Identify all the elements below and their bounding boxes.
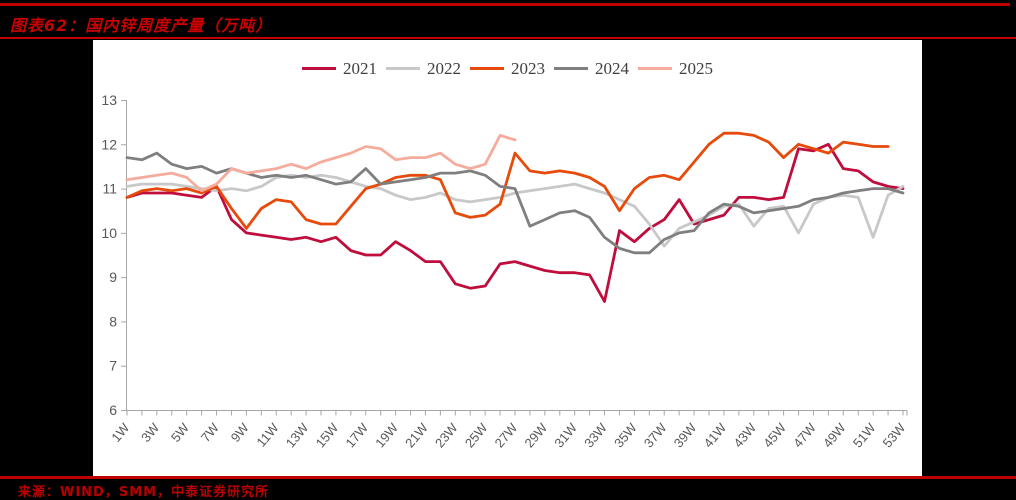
chart-page: 2021 2022 2023 2024 2025 <box>93 40 922 476</box>
legend-swatch-2024 <box>554 67 588 70</box>
title-underline-rule <box>0 37 1016 39</box>
legend-item-2021: 2021 <box>302 60 377 77</box>
legend-label-2024: 2024 <box>595 59 629 78</box>
legend-label-2025: 2025 <box>679 59 713 78</box>
source-text: 来源：WIND，SMM，中泰证券研究所 <box>18 485 270 500</box>
legend-swatch-2022 <box>386 67 420 70</box>
bottom-red-rule <box>0 476 1016 479</box>
figure-title-bar: 图表62：国内锌周度产量（万吨） <box>0 6 1016 37</box>
source-footer-bar: 来源：WIND，SMM，中泰证券研究所 <box>0 479 1016 500</box>
legend-label-2023: 2023 <box>511 59 545 78</box>
legend-item-2022: 2022 <box>386 60 461 77</box>
figure-title: 图表62：国内锌周度产量（万吨） <box>10 16 273 35</box>
chart-legend: 2021 2022 2023 2024 2025 <box>93 60 922 77</box>
legend-swatch-2023 <box>470 67 504 70</box>
legend-label-2022: 2022 <box>427 59 461 78</box>
top-red-rule <box>0 3 1010 6</box>
legend-item-2025: 2025 <box>638 60 713 77</box>
legend-item-2023: 2023 <box>470 60 545 77</box>
legend-swatch-2021 <box>302 67 336 70</box>
legend-item-2024: 2024 <box>554 60 629 77</box>
legend-label-2021: 2021 <box>343 59 377 78</box>
legend-swatch-2025 <box>638 67 672 70</box>
